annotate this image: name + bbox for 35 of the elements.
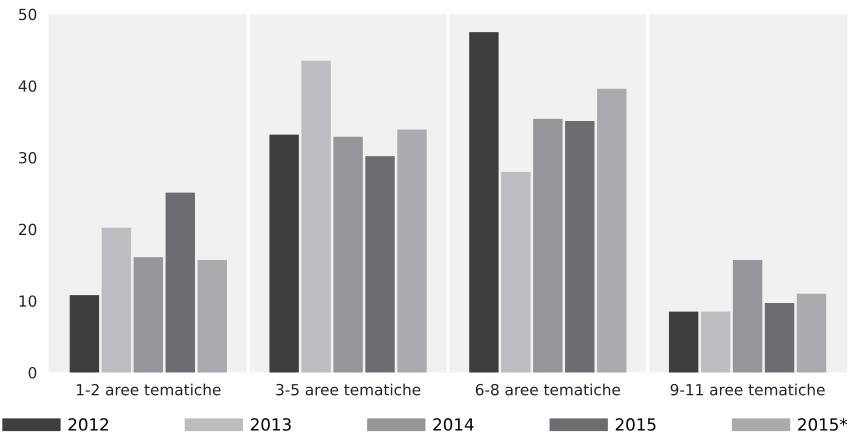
bar [269, 134, 299, 373]
y-tick-label: 30 [19, 152, 36, 164]
bar [796, 294, 826, 373]
bar [301, 60, 331, 373]
bar [333, 136, 363, 373]
bar [533, 118, 563, 373]
legend-label: 2014 [433, 418, 474, 431]
bar [668, 312, 698, 373]
y-tick-label: 50 [19, 8, 36, 20]
bar [501, 172, 531, 373]
bar [565, 120, 594, 373]
legend-label: 2015 [616, 418, 656, 431]
bar [198, 260, 227, 373]
bar [397, 130, 427, 373]
legend-label: 2012 [68, 418, 108, 431]
bar [365, 156, 395, 373]
x-tick-label: 9-11 aree tematiche [670, 384, 825, 396]
bar [597, 88, 626, 373]
bar [166, 192, 195, 373]
y-tick-label: 10 [20, 295, 36, 307]
bar [732, 260, 762, 373]
legend-label: 2013 [250, 418, 291, 431]
x-tick-label: 3-5 aree tematiche [276, 384, 420, 396]
y-tick-label: 0 [28, 366, 36, 379]
x-tick-label: 1-2 aree tematiche [76, 384, 221, 396]
bar [700, 312, 730, 373]
x-tick-label: 6-8 aree tematiche [476, 384, 620, 396]
bar [134, 257, 164, 373]
legend-label: 2015* [798, 418, 848, 431]
bar [70, 295, 100, 373]
bar [102, 228, 132, 373]
y-tick-label: 40 [18, 80, 36, 92]
bar [764, 303, 794, 373]
bar [469, 32, 499, 373]
y-tick-label: 20 [19, 224, 36, 236]
